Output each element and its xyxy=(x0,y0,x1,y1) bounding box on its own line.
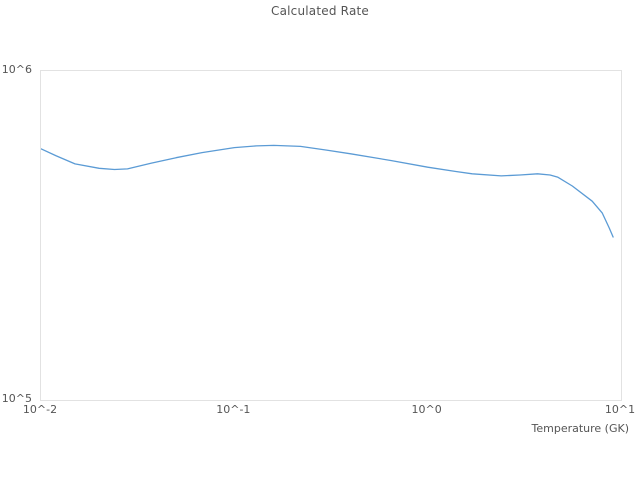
x-tick-label-1e0: 10^0 xyxy=(411,403,442,416)
rate-curve xyxy=(41,144,614,238)
rate-line-series xyxy=(41,144,614,238)
plot-area xyxy=(40,70,622,401)
chart-title: Calculated Rate xyxy=(271,4,369,18)
x-tick-label-1e1: 10^1 xyxy=(604,403,636,416)
x-tick-label-1e-1: 10^-1 xyxy=(216,403,251,416)
y-tick-label-1e5: 10^5 xyxy=(1,392,32,405)
x-axis-title: Temperature (GK) xyxy=(531,422,630,435)
x-tick-label-1e-2: 10^-2 xyxy=(22,403,58,416)
y-tick-label-1e6: 10^6 xyxy=(1,63,32,76)
